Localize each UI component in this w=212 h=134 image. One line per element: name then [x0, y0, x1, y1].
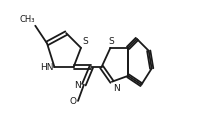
Text: CH₃: CH₃: [19, 15, 35, 24]
Text: N: N: [74, 81, 81, 90]
Text: S: S: [83, 37, 88, 46]
Text: O: O: [69, 97, 76, 106]
Text: S: S: [108, 37, 114, 46]
Text: HN: HN: [40, 63, 54, 72]
Text: N: N: [113, 84, 120, 93]
